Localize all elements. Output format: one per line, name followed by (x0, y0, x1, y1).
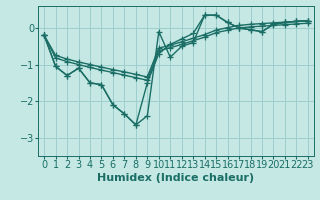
X-axis label: Humidex (Indice chaleur): Humidex (Indice chaleur) (97, 173, 255, 183)
